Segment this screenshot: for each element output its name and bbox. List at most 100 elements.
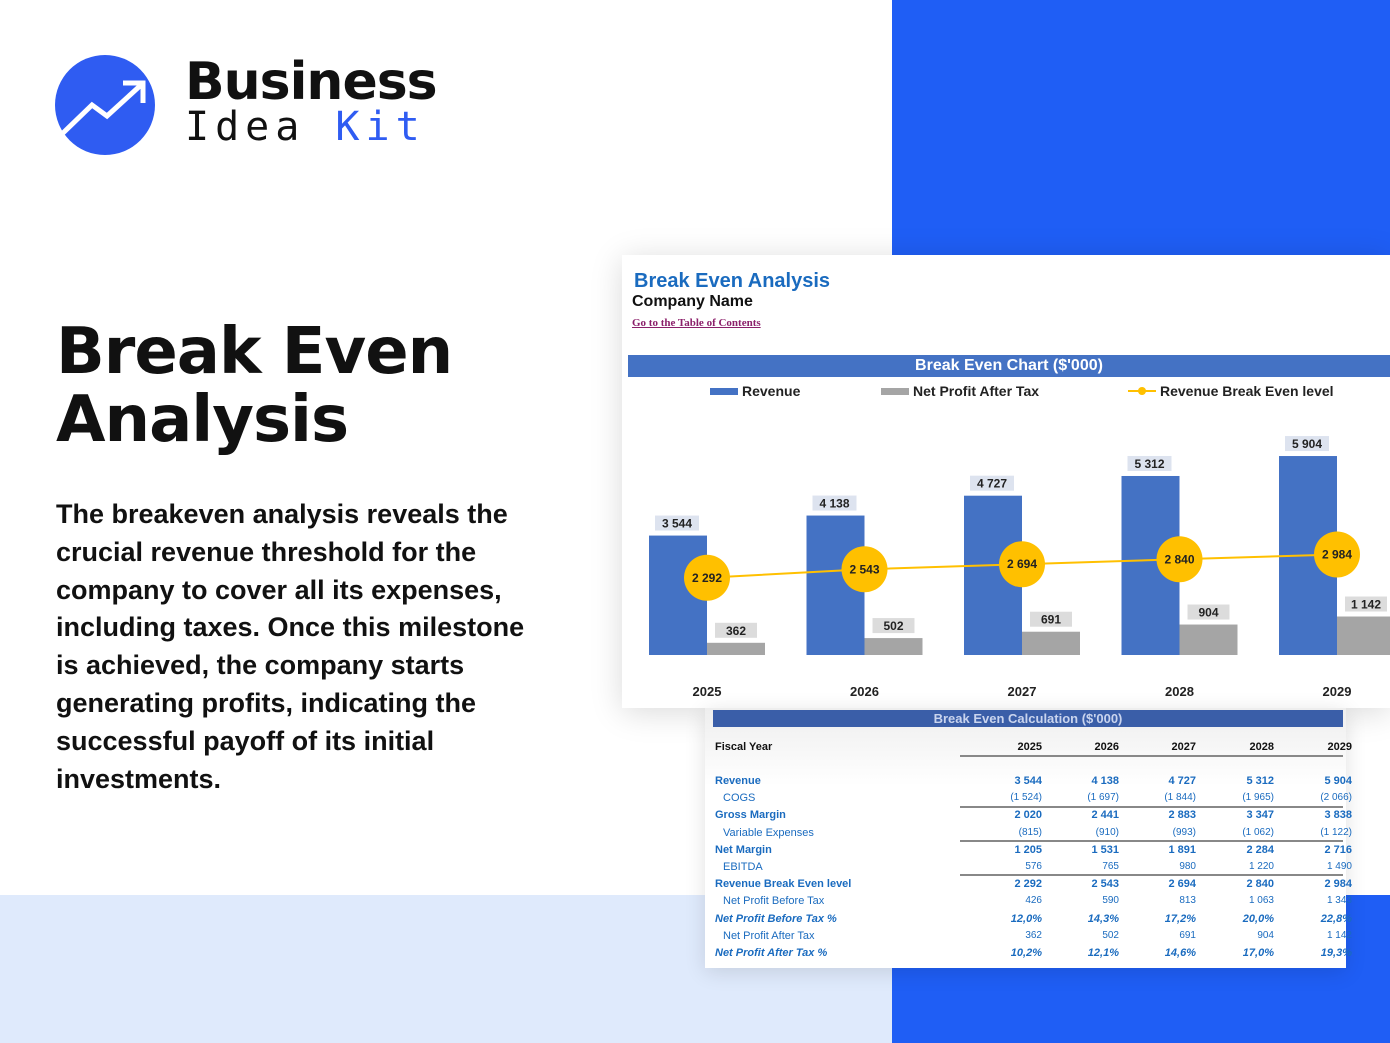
net-profit-data-label: 691 — [1041, 613, 1061, 627]
year-header: 2027 — [1171, 741, 1196, 753]
legend-break-even: Revenue Break Even level — [1128, 383, 1334, 399]
break-even-point — [999, 541, 1045, 588]
cell-value: 691 — [1179, 929, 1196, 941]
revenue-data-label: 3 544 — [662, 517, 692, 531]
legend-swatch — [710, 387, 738, 395]
net-profit-data-label: 362 — [726, 624, 746, 638]
cell-value: 3 347 — [1246, 809, 1274, 822]
logo-text-idea-kit: Idea Kit — [185, 104, 426, 150]
description: The breakeven analysis reveals the cruci… — [56, 499, 525, 794]
cell-value: 2 883 — [1168, 809, 1196, 822]
cell-value: 2 984 — [1324, 878, 1352, 891]
legend-revenue: Revenue — [710, 383, 800, 399]
x-tick-label: 2028 — [1165, 684, 1194, 699]
cell-value: 20,0% — [1242, 912, 1274, 925]
cell-value: (2 066) — [1320, 792, 1352, 804]
data-label-bg — [1345, 596, 1387, 612]
cell-value: 22,8% — [1320, 912, 1352, 925]
row-label: Variable Expenses — [723, 826, 814, 839]
revenue-data-label: 4 138 — [819, 497, 849, 511]
cell-value: 4 138 — [1091, 775, 1119, 787]
logo-trend-icon — [55, 55, 155, 155]
cell-value: 765 — [1102, 861, 1119, 872]
table-row: Revenue 3 544 4 138 4 727 5 312 5 904 — [715, 773, 1352, 790]
legend-label: Revenue — [742, 383, 801, 399]
break-even-data-label: 2 694 — [1007, 557, 1037, 571]
break-even-data-label: 2 840 — [1164, 552, 1194, 566]
calc-table-card: Break Even Calculation ($'000) Fiscal Ye… — [705, 708, 1352, 968]
row-label: Net Profit Before Tax % — [715, 912, 837, 925]
table-row: Net Profit After Tax 362 502 691 904 1 142 — [715, 928, 1352, 945]
cell-value: (910) — [1095, 826, 1119, 838]
row-label: Net Profit Before Tax — [723, 895, 825, 908]
page-title: Break Even Analysis — [56, 315, 453, 457]
chart-card: Break Even Analysis Company Name Go to t… — [622, 255, 1390, 708]
net-profit-data-label: 904 — [1198, 606, 1218, 620]
divider — [960, 874, 1343, 876]
table-title: Break Even Calculation ($'000) — [713, 710, 1343, 727]
cell-value: 980 — [1179, 861, 1196, 872]
company-name: Company Name — [632, 293, 753, 310]
net-profit-bar — [1179, 624, 1238, 655]
divider — [960, 840, 1343, 842]
cell-value: 19,3% — [1320, 947, 1352, 959]
cell-value: 10,2% — [1010, 947, 1042, 959]
cell-value: 362 — [1025, 929, 1042, 941]
row-label: Net Margin — [715, 843, 772, 856]
cell-value: 1 891 — [1168, 843, 1196, 856]
cell-value: 2 020 — [1014, 809, 1042, 822]
data-label-bg — [1285, 436, 1329, 452]
cell-value: (1 062) — [1242, 826, 1274, 838]
row-label: Gross Margin — [715, 809, 786, 822]
divider — [960, 806, 1343, 808]
fiscal-year-label: Fiscal Year — [715, 741, 773, 753]
data-label-bg — [1187, 604, 1230, 620]
cell-value: (1 122) — [1320, 826, 1352, 838]
cell-value: 590 — [1102, 895, 1119, 907]
table-row: Net Profit Before Tax 426 590 813 1 063 1 343 — [715, 893, 1352, 910]
cell-value: 1 063 — [1248, 895, 1274, 907]
revenue-data-label: 5 904 — [1292, 437, 1322, 451]
row-label: Revenue — [715, 775, 761, 787]
cell-value: (1 697) — [1087, 792, 1119, 804]
data-label-bg — [970, 475, 1014, 491]
cell-value: (1 844) — [1164, 792, 1196, 804]
toc-link[interactable]: Go to the Table of Contents — [632, 317, 761, 329]
cell-value: 1 205 — [1014, 843, 1042, 856]
cell-value: 1 220 — [1248, 861, 1274, 872]
cell-value: 576 — [1025, 861, 1042, 872]
cell-value: 2 292 — [1014, 878, 1042, 891]
cell-value: 2 840 — [1246, 878, 1274, 891]
data-label-bg — [812, 495, 857, 511]
table-row: Net Profit Before Tax % 12,0% 14,3% 17,2% 20… — [715, 911, 1352, 928]
x-tick-label: 2029 — [1323, 684, 1352, 699]
cell-value: 426 — [1025, 895, 1042, 907]
cell-value: (1 524) — [1010, 792, 1042, 804]
legend-swatch — [881, 387, 909, 395]
legend-label: Net Profit After Tax — [913, 383, 1040, 399]
net-profit-bar — [1337, 616, 1390, 655]
chart-title: Break Even Chart ($'000) — [628, 355, 1390, 377]
cell-value: 904 — [1257, 929, 1274, 941]
cell-value: 1 490 — [1326, 861, 1352, 872]
cell-value: 1 142 — [1326, 929, 1352, 941]
x-tick-label: 2025 — [693, 684, 722, 699]
data-label-bg — [715, 622, 757, 638]
cell-value: 5 904 — [1324, 775, 1352, 787]
data-label-bg — [872, 618, 915, 634]
break-even-point — [684, 554, 730, 601]
row-label: EBITDA — [723, 861, 763, 873]
logo-text-business: Business — [185, 52, 438, 112]
cell-value: 3 544 — [1014, 775, 1042, 787]
legend-label: Revenue Break Even level — [1160, 383, 1334, 399]
break-even-point — [841, 546, 888, 593]
legend-net-profit: Net Profit After Tax — [881, 383, 1039, 399]
cell-value: 2 284 — [1246, 843, 1274, 856]
cell-value: 12,0% — [1010, 912, 1042, 925]
break-even-data-label: 2 543 — [849, 562, 879, 576]
cell-value: 12,1% — [1087, 947, 1119, 959]
table-row: Net Profit After Tax % 10,2% 12,1% 14,6% 17,… — [715, 945, 1352, 962]
cell-value: 2 694 — [1168, 878, 1196, 891]
net-profit-bar — [1022, 631, 1080, 655]
cell-value: 17,2% — [1164, 912, 1196, 925]
